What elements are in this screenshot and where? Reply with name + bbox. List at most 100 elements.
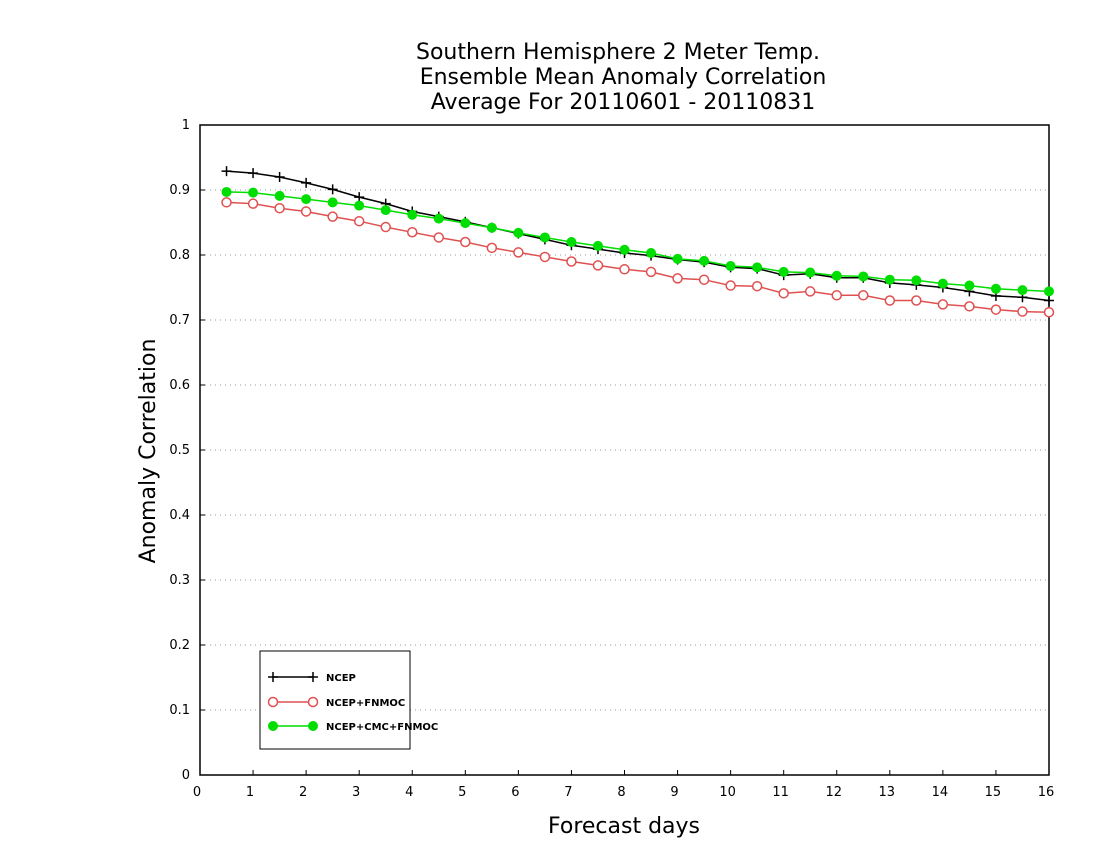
x-tick-label: 7 [564, 785, 572, 800]
data-point [1044, 295, 1054, 306]
data-point [805, 267, 816, 278]
data-point [486, 222, 497, 233]
title-line-3: Average For 20110601 - 20110831 [431, 90, 816, 115]
data-point [990, 304, 1002, 315]
legend: NCEP NCEP+FNMOC NCEP+CMC+FNMOC [259, 650, 438, 750]
data-point [964, 301, 975, 312]
data-point [380, 205, 391, 216]
data-point [354, 192, 365, 203]
legend-box [259, 650, 411, 750]
y-tick-label: 1 [182, 118, 190, 133]
x-tick-label: 5 [458, 785, 466, 800]
legend-label: NCEP [326, 673, 356, 684]
y-tick-label: 0.2 [169, 638, 190, 653]
series-line [226, 201, 1050, 313]
title-line-2: Ensemble Mean Anomaly Correlation [420, 65, 827, 90]
data-point [566, 237, 577, 247]
legend-marker [308, 672, 318, 682]
data-point [964, 280, 975, 291]
data-point [407, 209, 418, 220]
x-tick-label: 9 [670, 785, 678, 800]
grid [200, 124, 1049, 711]
data-point [645, 266, 657, 278]
data-point [301, 177, 312, 188]
data-point [1043, 306, 1055, 318]
data-point [248, 168, 259, 179]
data-point [433, 213, 444, 224]
data-point [354, 200, 365, 211]
x-axis: 0 1 2 3 4 5 6 7 8 9 10 11 12 13 14 15 16 [193, 770, 1054, 800]
data-point [274, 190, 285, 201]
y-tick-label: 0.7 [169, 313, 190, 328]
legend-marker [268, 672, 278, 682]
data-point [884, 274, 895, 285]
data-point [937, 299, 949, 310]
data-point [937, 278, 948, 289]
data-point [247, 198, 259, 209]
data-point [274, 202, 285, 214]
data-point [911, 295, 922, 306]
x-tick-label: 8 [617, 785, 625, 800]
series-ncep-cmc-fnmoc [221, 186, 1054, 297]
data-point [778, 288, 789, 299]
data-point [327, 211, 338, 222]
data-point [1017, 285, 1028, 296]
data-point [486, 242, 498, 254]
x-tick-label: 13 [879, 785, 896, 800]
y-axis: 0 0.1 0.2 0.3 0.4 0.5 0.6 0.7 0.8 0.9 1 [169, 118, 205, 783]
data-point [539, 232, 550, 243]
legend-entry: NCEP+FNMOC [267, 696, 405, 709]
legend-entries: NCEP NCEP+FNMOC NCEP+CMC+FNMOC [267, 672, 438, 733]
data-point [858, 271, 869, 282]
data-point [672, 273, 683, 284]
data-point [831, 270, 842, 281]
data-point [884, 295, 896, 306]
data-point [751, 280, 763, 292]
x-tick-label: 14 [932, 785, 949, 800]
x-tick-label: 16 [1038, 785, 1055, 800]
data-point [804, 286, 816, 297]
y-tick-label: 0 [182, 768, 190, 783]
x-tick-label: 11 [772, 785, 789, 800]
x-tick-label: 4 [405, 785, 413, 800]
y-tick-label: 0.1 [169, 703, 190, 718]
data-point [778, 266, 789, 277]
data-point [221, 197, 232, 208]
series-ncep [221, 166, 1054, 306]
title-line-1: Southern Hemisphere 2 Meter Temp. [416, 40, 820, 65]
y-tick-label: 0.4 [169, 508, 190, 523]
data-point [699, 255, 710, 266]
data-point [353, 215, 365, 227]
data-point [248, 187, 259, 198]
data-point [221, 186, 232, 197]
data-point [513, 247, 524, 258]
y-tick-label: 0.9 [169, 183, 190, 198]
x-tick-label: 1 [246, 785, 254, 800]
data-point [566, 256, 577, 267]
data-point [513, 227, 524, 238]
y-tick-label: 0.8 [169, 248, 190, 263]
legend-marker [268, 721, 278, 731]
legend-entry: NCEP [268, 672, 356, 684]
data-point [725, 261, 736, 272]
data-point [460, 218, 471, 229]
legend-marker [267, 696, 279, 708]
y-tick-label: 0.5 [169, 443, 190, 458]
data-point [752, 262, 763, 273]
data-point [592, 240, 603, 251]
data-point [619, 264, 630, 275]
legend-marker [308, 721, 318, 731]
data-point [300, 206, 312, 217]
data-point [327, 197, 338, 208]
series-ncep-fnmoc [221, 197, 1055, 318]
x-axis-label: Forecast days [548, 814, 700, 839]
data-point [858, 290, 869, 301]
chart-title: Southern Hemisphere 2 Meter Temp. Ensemb… [416, 40, 826, 115]
data-point [539, 251, 551, 263]
data-point [327, 184, 338, 195]
data-point [911, 275, 922, 286]
data-point [380, 221, 391, 233]
data-point [619, 244, 630, 255]
legend-label: NCEP+CMC+FNMOC [326, 722, 438, 733]
legend-entry: NCEP+CMC+FNMOC [268, 721, 438, 733]
